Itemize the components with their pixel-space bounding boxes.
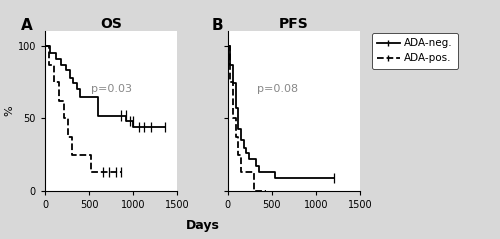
Y-axis label: %: % [5,106,15,116]
Text: p=0.03: p=0.03 [90,84,132,94]
Text: p=0.08: p=0.08 [258,84,298,94]
Text: A: A [21,18,33,33]
Text: Days: Days [186,219,220,232]
Title: PFS: PFS [279,17,308,31]
Legend: ADA-neg., ADA-pos.: ADA-neg., ADA-pos. [372,33,458,69]
Text: B: B [212,18,224,33]
Title: OS: OS [100,17,122,31]
